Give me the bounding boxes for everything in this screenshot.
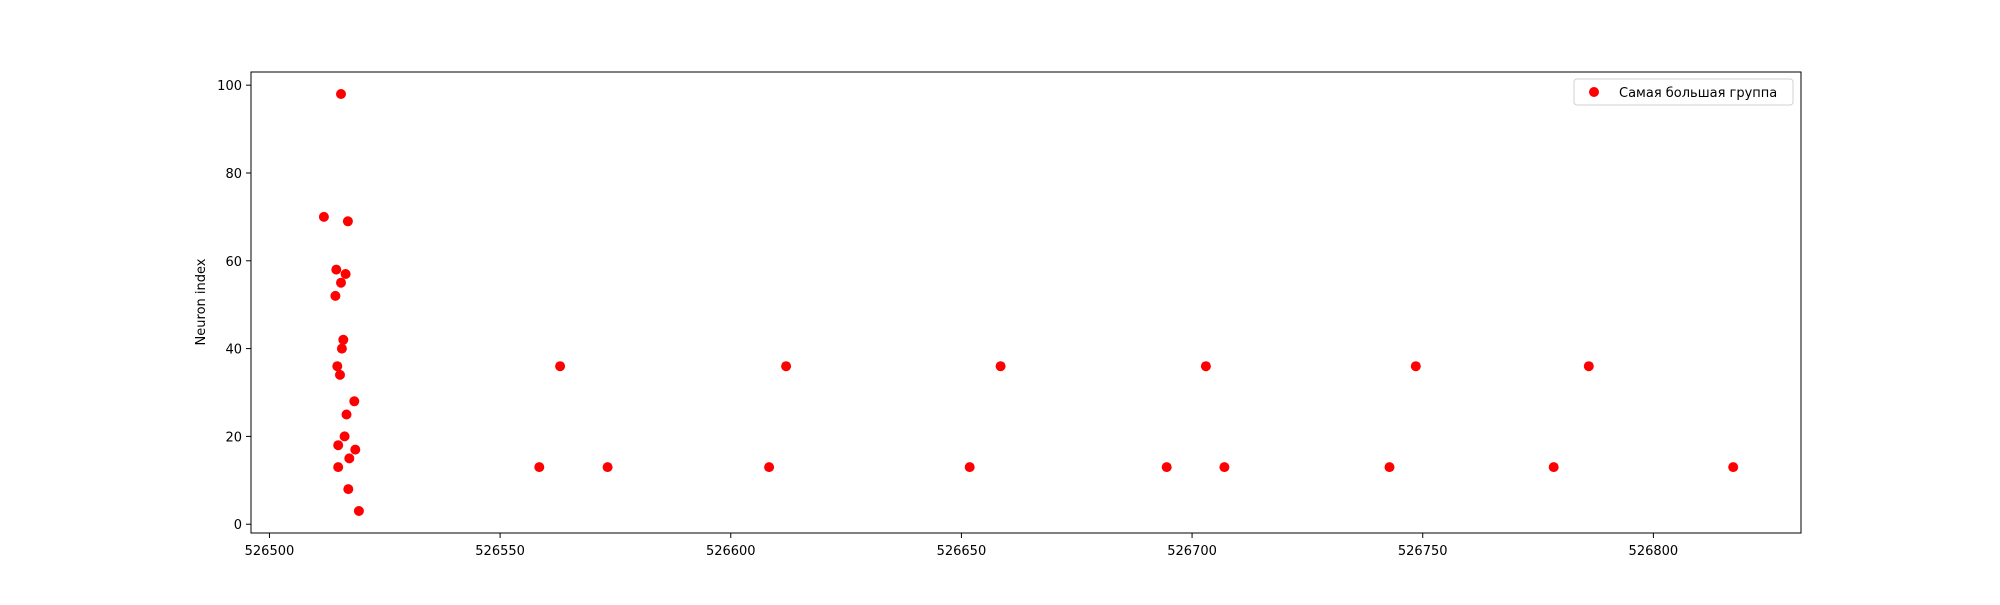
y-tick-label: 60 (225, 255, 242, 270)
x-tick-label: 526650 (937, 544, 987, 559)
y-tick-label: 40 (225, 343, 242, 358)
data-point (338, 334, 349, 345)
data-point (1200, 361, 1211, 372)
data-point (330, 290, 341, 301)
data-point (336, 343, 347, 354)
data-point (534, 462, 545, 473)
y-tick-label: 100 (217, 79, 242, 94)
x-axis: 526500 526550 526600 526650 526700 526750 5268… (245, 533, 1679, 559)
y-axis: 0 20 40 60 80 100 (217, 79, 251, 533)
data-point (340, 269, 351, 279)
data-point (1161, 462, 1172, 473)
data-point (555, 361, 566, 372)
data-point (764, 462, 775, 473)
data-point (995, 361, 1006, 372)
data-point (318, 211, 329, 222)
data-point (602, 462, 613, 473)
y-tick-label: 80 (225, 167, 242, 182)
data-point (333, 462, 344, 473)
data-point (353, 506, 364, 516)
data-point (1219, 462, 1230, 473)
data-point (781, 361, 792, 372)
plot-frame (250, 71, 1802, 534)
data-point (1728, 462, 1739, 473)
data-point (964, 462, 975, 473)
data-point (1583, 361, 1594, 372)
x-tick-label: 526750 (1398, 544, 1448, 559)
data-point (336, 89, 346, 99)
y-axis-label: Neuron index (194, 258, 209, 345)
data-point (335, 369, 345, 380)
data-point (333, 440, 344, 451)
y-tick-label: 20 (225, 430, 242, 445)
data-point (331, 264, 342, 275)
data-point (1384, 462, 1395, 473)
legend: Самая большая группа (1573, 78, 1794, 106)
data-points (318, 89, 1739, 516)
data-point (343, 484, 354, 495)
data-point (1410, 361, 1421, 372)
legend-label: Самая большая группа (1619, 86, 1777, 101)
legend-marker (1589, 87, 1599, 97)
data-point (349, 396, 360, 407)
data-point (344, 453, 355, 464)
legend-box (1573, 78, 1794, 106)
x-tick-label: 526700 (1167, 544, 1217, 559)
data-point (332, 361, 343, 372)
x-tick-label: 526600 (706, 544, 756, 559)
y-tick-label: 0 (234, 518, 242, 533)
data-point (342, 216, 353, 227)
x-tick-label: 526550 (475, 544, 525, 559)
data-point (341, 409, 352, 420)
x-tick-label: 526500 (245, 544, 295, 559)
data-point (350, 444, 361, 455)
data-point (1548, 462, 1559, 473)
data-point (336, 277, 346, 288)
data-point (339, 431, 350, 442)
x-tick-label: 526800 (1629, 544, 1679, 559)
